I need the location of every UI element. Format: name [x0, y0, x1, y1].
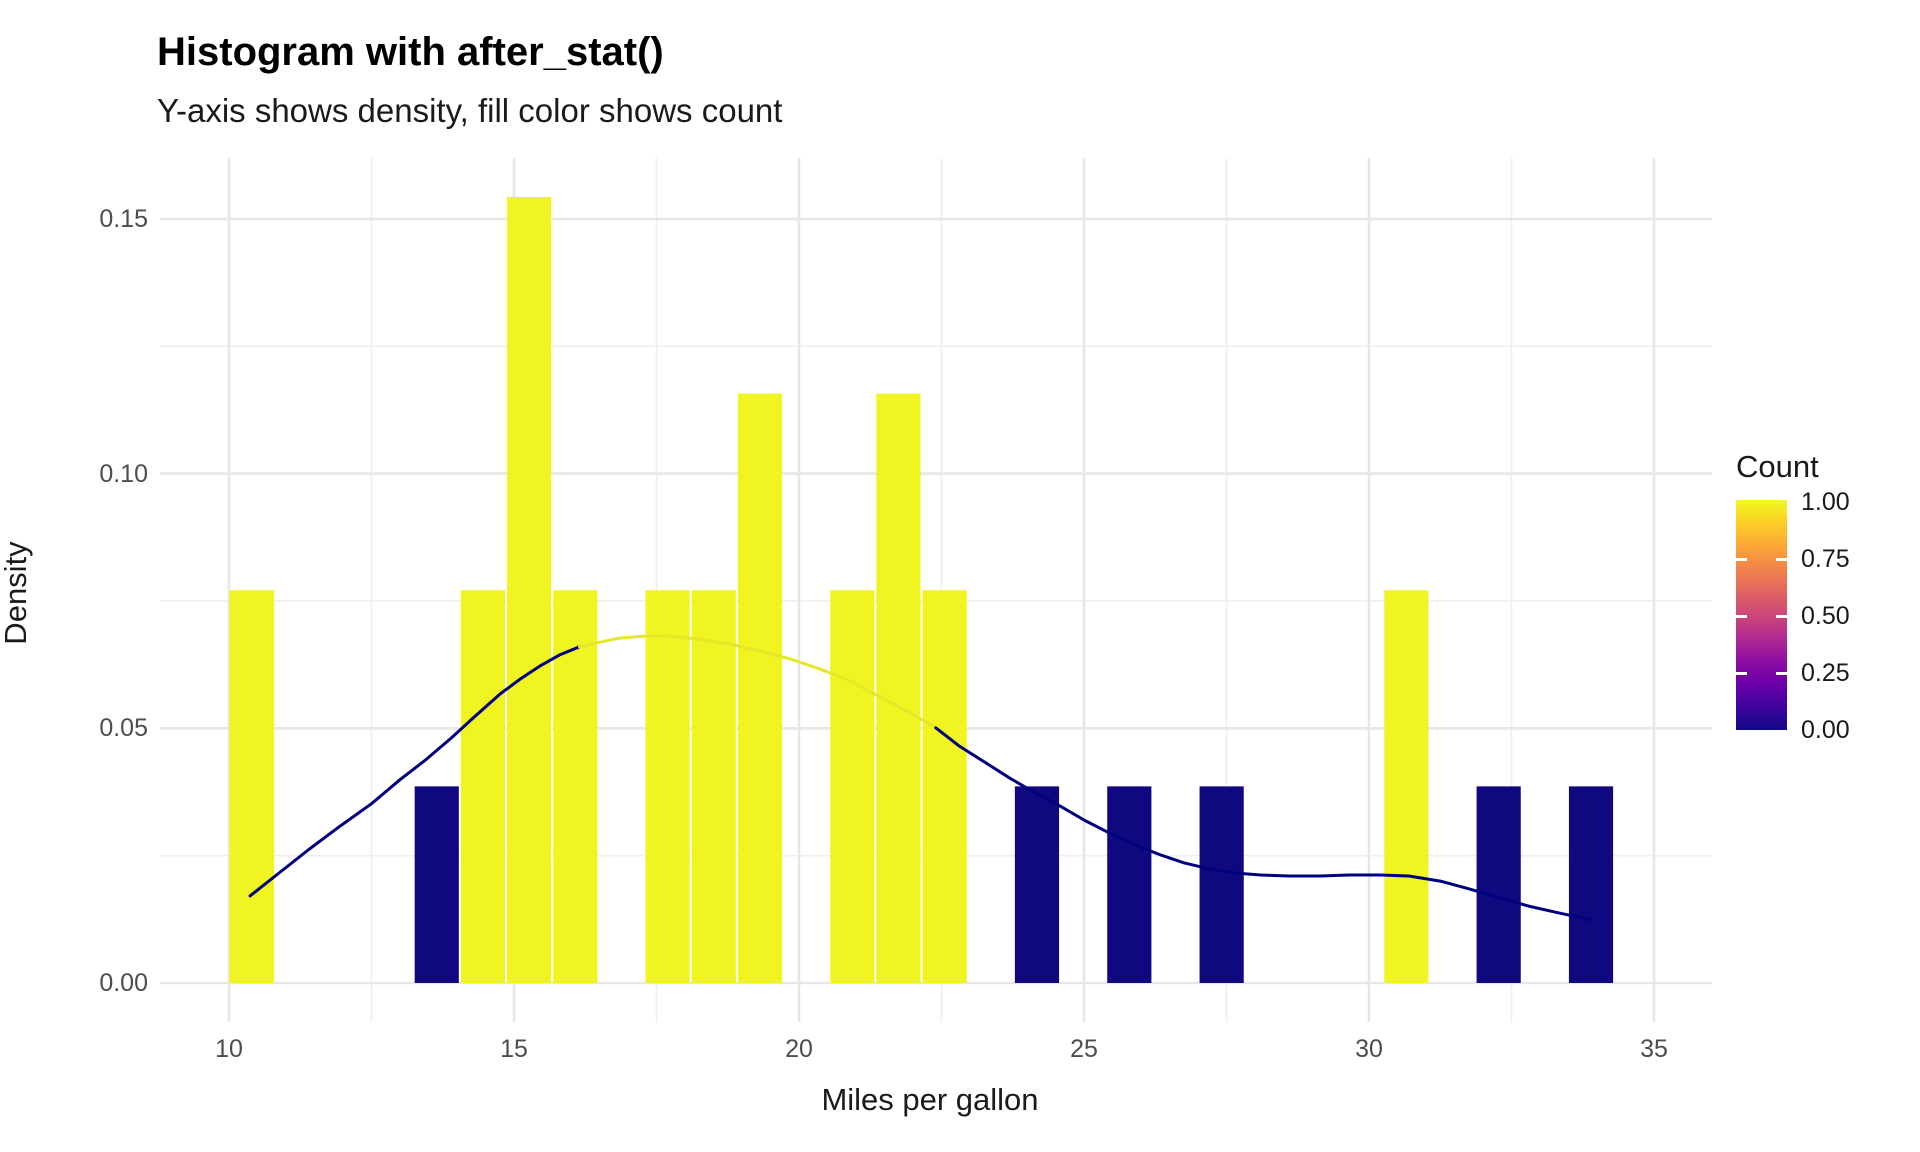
x-tick-label: 15 [500, 1035, 528, 1063]
legend-label: 0.75 [1801, 545, 1850, 573]
histogram-bar [1476, 786, 1521, 983]
legend-label: 0.50 [1801, 602, 1850, 630]
legend-label: 1.00 [1801, 488, 1850, 516]
histogram-bar [737, 393, 783, 983]
histogram-bar [922, 590, 967, 983]
y-tick-label: 0.10 [99, 459, 148, 488]
histogram-bar [1107, 786, 1152, 983]
histogram-bar [1568, 786, 1614, 983]
plot-title: Histogram with after_stat() [157, 30, 664, 74]
histogram-bar [460, 590, 506, 983]
y-axis-title: Density [0, 541, 33, 645]
colorbar-tick [1776, 614, 1787, 618]
histogram-bar [645, 590, 690, 983]
histogram-bar [691, 590, 736, 983]
x-tick-label: 30 [1355, 1035, 1383, 1063]
legend-label: 0.00 [1801, 716, 1850, 744]
histogram-bar [1199, 786, 1244, 983]
y-tick-label: 0.00 [99, 969, 148, 997]
histogram-bar [507, 196, 552, 984]
histogram-bar [1384, 590, 1429, 983]
colorbar-tick [1736, 557, 1747, 561]
legend-title: Count [1736, 449, 1819, 484]
histogram-bar [830, 590, 875, 983]
density-curve [934, 726, 1593, 922]
x-tick-label: 25 [1070, 1035, 1098, 1063]
legend-label: 0.25 [1801, 659, 1850, 687]
histogram-bar [414, 786, 459, 983]
colorbar-tick [1776, 557, 1787, 561]
histogram-bar [229, 590, 275, 983]
x-axis-title: Miles per gallon [821, 1082, 1039, 1117]
colorbar-tick [1776, 671, 1787, 675]
x-tick-label: 35 [1640, 1035, 1668, 1063]
y-tick-label: 0.15 [99, 204, 148, 233]
density-curve [578, 634, 938, 730]
x-tick-label: 20 [785, 1035, 813, 1063]
plot-subtitle: Y-axis shows density, fill color shows c… [157, 92, 783, 129]
y-tick-label: 0.05 [99, 714, 148, 743]
histogram-bar [876, 393, 921, 983]
density-curve [248, 645, 581, 898]
colorbar-tick [1736, 671, 1747, 675]
histogram-bar [1014, 786, 1060, 983]
x-tick-label: 10 [215, 1035, 243, 1063]
colorbar-tick [1736, 614, 1747, 618]
